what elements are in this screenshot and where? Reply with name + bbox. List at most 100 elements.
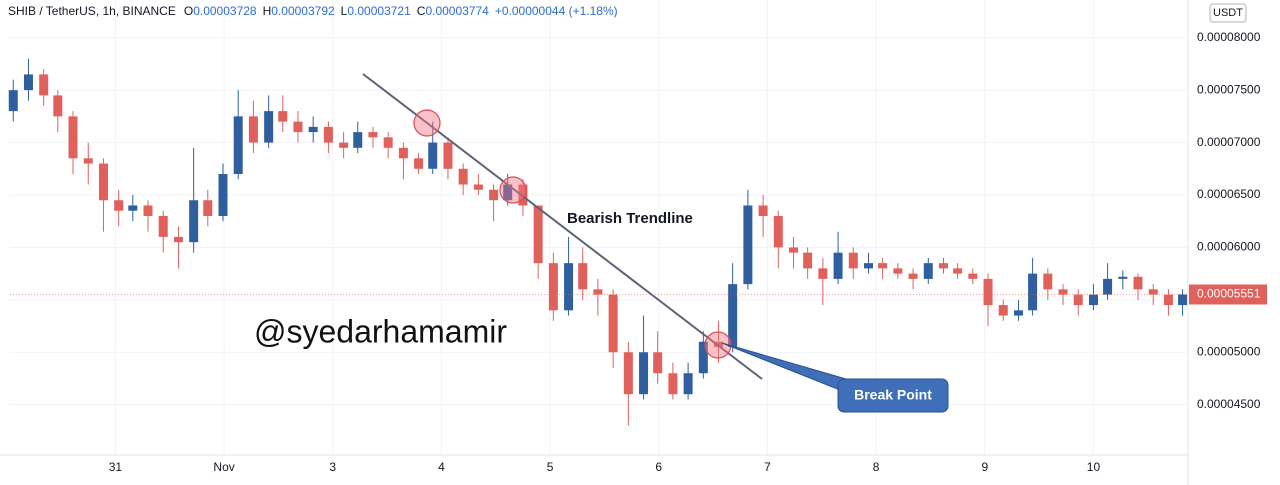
candle-body	[608, 294, 618, 353]
candle-body	[1178, 294, 1188, 306]
touch-circle	[413, 109, 441, 137]
candle-body	[83, 158, 93, 164]
candle-body	[189, 200, 199, 243]
header-item: SHIB / TetherUS, 1h, BINANCE	[8, 4, 176, 18]
x-tick-label: 8	[873, 460, 880, 474]
candle-body	[143, 205, 153, 216]
candle-body	[248, 116, 258, 143]
x-tick-label: 6	[655, 460, 662, 474]
candle-body	[173, 236, 183, 243]
trendline	[362, 73, 763, 380]
candle-body	[668, 373, 678, 395]
header-item: 0.00003728	[193, 4, 257, 18]
candle-body	[203, 200, 213, 216]
header-item: H	[263, 4, 272, 18]
header-item: 0.00003774	[425, 4, 489, 18]
candle-body	[773, 215, 783, 248]
candles	[8, 58, 1188, 426]
candle-body	[1043, 273, 1053, 290]
candle-body	[789, 247, 799, 253]
touch-circle	[499, 176, 527, 204]
header-item: 0.00003721	[347, 4, 411, 18]
currency-button[interactable]	[1209, 3, 1247, 23]
candle-body	[1073, 294, 1083, 306]
candle-body	[758, 205, 768, 216]
candle-body	[323, 126, 333, 143]
candle-body	[1028, 273, 1038, 311]
candle-body	[98, 163, 108, 201]
x-tick-label: 4	[438, 460, 445, 474]
candle-body	[414, 158, 424, 169]
candle-body	[848, 252, 858, 269]
candle-body	[548, 263, 558, 311]
x-tick-label: Nov	[213, 460, 234, 474]
y-tick-label: 0.00006500	[1197, 187, 1261, 201]
x-tick-label: 7	[764, 460, 771, 474]
x-tick-label: 3	[329, 460, 336, 474]
candle-body	[1118, 276, 1128, 279]
candle-body	[983, 278, 993, 306]
header-item: O	[184, 4, 193, 18]
x-tick-label: 10	[1087, 460, 1101, 474]
break-circle	[704, 331, 732, 359]
candle-body	[968, 273, 978, 279]
candle-body	[1013, 310, 1023, 316]
candle-body	[878, 263, 888, 269]
y-tick-label: 0.00004500	[1197, 397, 1261, 411]
candle-body	[368, 132, 378, 138]
header-item: C	[417, 4, 426, 18]
candle-body	[714, 341, 724, 348]
candle-body	[1148, 289, 1158, 295]
candle-body	[39, 74, 49, 96]
candle-body	[1088, 294, 1098, 306]
trendline-label: Bearish Trendline	[567, 210, 693, 227]
x-tick-label: 9	[981, 460, 988, 474]
candle-body	[8, 90, 18, 112]
candle-body	[158, 215, 168, 237]
candle-body	[923, 263, 933, 279]
header-item: +0.00000044 (+1.18%)	[495, 4, 618, 18]
candle-body	[998, 305, 1008, 316]
x-tick-label: 5	[547, 460, 554, 474]
candle-body	[398, 147, 408, 159]
candle-body	[1103, 278, 1113, 295]
candle-body	[533, 205, 543, 264]
candle-body	[728, 284, 738, 348]
candle-body	[353, 132, 363, 148]
y-tick-label: 0.00006000	[1197, 240, 1261, 254]
axes: 0.000045000.000050000.000055000.00006000…	[10, 30, 1267, 474]
candle-body	[278, 111, 288, 122]
candle-body	[428, 142, 438, 169]
y-tick-label: 0.00007500	[1197, 82, 1261, 96]
candle-body	[564, 263, 574, 311]
y-tick-label: 0.00008000	[1197, 30, 1261, 44]
candle-body	[68, 116, 78, 159]
candle-body	[114, 200, 124, 211]
watermark: @syedarhamamir	[254, 313, 507, 349]
grid	[10, 0, 1188, 455]
y-tick-label: 0.00007000	[1197, 135, 1261, 149]
candle-body	[53, 95, 63, 117]
candle-body	[503, 184, 513, 201]
candle-body	[623, 352, 633, 395]
candle-body	[683, 373, 693, 395]
candle-body	[893, 268, 903, 274]
candle-body	[639, 352, 649, 395]
callout-box	[837, 378, 949, 413]
candle-body	[293, 121, 303, 133]
candle-body	[443, 142, 453, 169]
candle-body	[1058, 289, 1068, 295]
candle-body	[339, 142, 349, 148]
candle-body	[818, 268, 828, 279]
candle-body	[698, 341, 708, 374]
candle-body	[264, 111, 274, 143]
candle-body	[1133, 276, 1143, 290]
candle-body	[953, 268, 963, 274]
last-price-box	[1189, 284, 1267, 305]
candle-body	[908, 273, 918, 279]
candle-body	[578, 263, 588, 290]
candle-body	[458, 168, 468, 185]
